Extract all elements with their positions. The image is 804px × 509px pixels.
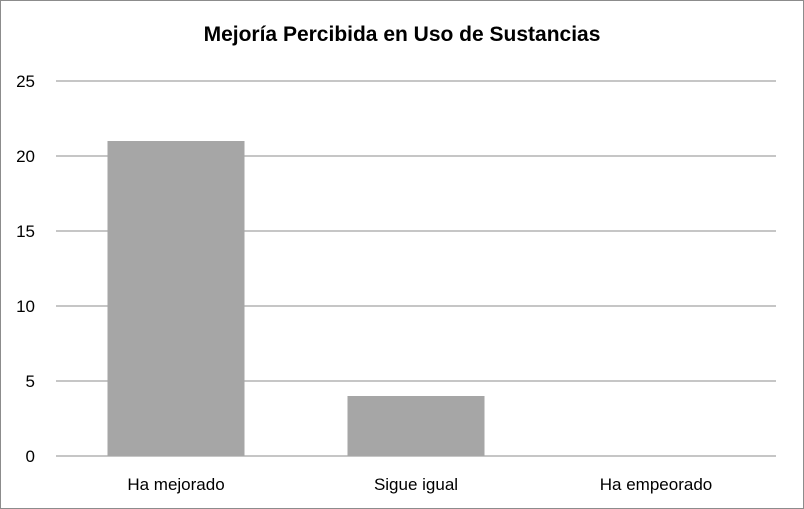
x-axis-labels: Ha mejorado Sigue igual Ha empeorado (127, 475, 712, 494)
y-tick-label: 0 (26, 447, 35, 466)
x-category-label: Ha empeorado (600, 475, 712, 494)
bar-ha-mejorado (107, 141, 245, 456)
y-tick-label: 15 (16, 222, 35, 241)
y-axis-ticks: 0 5 10 15 20 25 (16, 72, 35, 466)
x-category-label: Ha mejorado (127, 475, 224, 494)
bar-sigue-igual (347, 396, 485, 456)
x-category-label: Sigue igual (374, 475, 458, 494)
y-tick-label: 10 (16, 297, 35, 316)
bars (107, 141, 485, 456)
y-tick-label: 20 (16, 147, 35, 166)
y-tick-label: 25 (16, 72, 35, 91)
y-tick-label: 5 (26, 372, 35, 391)
chart-title: Mejoría Percibida en Uso de Sustancias (203, 23, 601, 46)
